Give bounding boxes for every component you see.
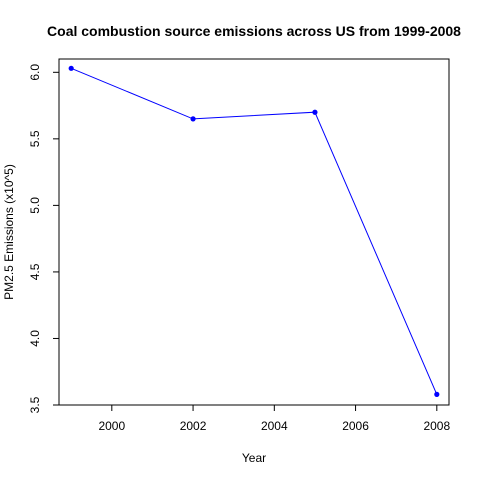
y-tick-label: 6.0 [28,64,42,81]
y-axis: 3.5 4.0 4.5 5.0 5.5 6.0 [28,64,60,413]
y-tick-label: 4.5 [28,263,42,280]
y-tick-label: 4.0 [28,330,42,347]
y-tick-label: 5.5 [28,130,42,147]
x-tick-label: 2002 [180,419,207,433]
y-tick-label: 5.0 [28,197,42,214]
y-axis-label: PM2.5 Emissions (x10^5) [2,164,16,300]
series-group [68,65,440,397]
plot-frame [58,58,450,406]
x-tick-label: 2000 [98,419,125,433]
x-axis: 2000 2002 2004 2006 2008 [98,404,450,433]
data-point [434,391,440,397]
data-point [190,116,196,122]
y-tick-label: 3.5 [28,396,42,413]
data-point [312,109,318,115]
x-tick-label: 2008 [423,419,450,433]
chart-title: Coal combustion source emissions across … [47,23,461,39]
x-tick-label: 2004 [261,419,288,433]
series-line [71,67,438,395]
x-tick-label: 2006 [342,419,369,433]
x-axis-label: Year [242,451,266,465]
data-point [68,65,74,71]
